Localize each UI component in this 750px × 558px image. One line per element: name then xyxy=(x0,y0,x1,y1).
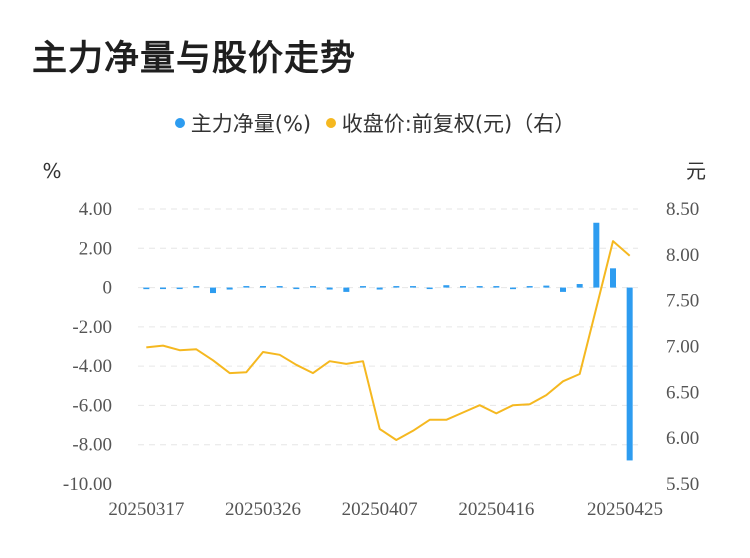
bar xyxy=(476,286,483,288)
left-tick-label: -8.00 xyxy=(72,435,112,456)
left-axis: 4.00 2.00 0 -2.00 -4.00 -6.00 -8.00 -10.00 xyxy=(63,199,112,495)
x-tick-label: 20250407 xyxy=(342,499,418,520)
right-tick-label: 7.00 xyxy=(666,337,699,358)
bar xyxy=(143,287,150,290)
bar xyxy=(176,287,183,290)
left-axis-unit: % xyxy=(42,159,61,183)
bar xyxy=(510,287,516,290)
bar xyxy=(226,287,233,290)
left-tick-label: 0 xyxy=(103,278,113,299)
bar xyxy=(376,287,383,290)
bar xyxy=(610,268,616,288)
bar xyxy=(160,287,166,290)
bar xyxy=(310,286,316,288)
legend-label-main-net-volume: 主力净量(%) xyxy=(190,112,312,136)
bar xyxy=(293,287,300,290)
legend-dot-bar-series xyxy=(174,118,185,128)
left-tick-label: -6.00 xyxy=(72,395,112,416)
x-tick-label: 20250416 xyxy=(458,499,534,520)
x-axis: 20250317 20250326 20250407 20250416 20250425 xyxy=(108,499,663,520)
bar xyxy=(393,286,400,288)
chart-title: 主力净量与股价走势 xyxy=(32,39,357,79)
bar xyxy=(560,287,566,292)
right-axis: 8.50 8.00 7.50 7.00 6.50 6.00 5.50 xyxy=(666,199,699,495)
chart-legend: 主力净量(%) 收盘价:前复权(元)（右） xyxy=(0,108,750,138)
bar xyxy=(243,286,250,288)
right-tick-label: 7.50 xyxy=(666,291,699,312)
bar xyxy=(360,286,366,288)
bar xyxy=(626,287,633,461)
left-tick-label: 2.00 xyxy=(79,238,112,259)
bar xyxy=(260,286,266,288)
x-tick-label: 20250317 xyxy=(108,499,184,520)
grid-lines xyxy=(138,208,638,446)
x-tick-label: 20250425 xyxy=(587,499,663,520)
left-tick-label: 4.00 xyxy=(79,199,112,220)
x-tick-label: 20250326 xyxy=(225,499,301,520)
bar xyxy=(526,286,533,288)
bar xyxy=(210,287,216,294)
bar xyxy=(460,286,466,288)
bar xyxy=(276,286,283,288)
legend-item-close-price[interactable]: 收盘价:前复权(元)（右） xyxy=(325,108,576,138)
line-series-close-price xyxy=(146,240,631,441)
bar xyxy=(343,287,350,292)
legend-dot-line-series xyxy=(325,118,336,128)
bar xyxy=(193,286,200,288)
legend-item-main-net-volume[interactable]: 主力净量(%) xyxy=(174,108,312,138)
bar xyxy=(576,284,583,288)
bar xyxy=(593,222,600,288)
bar xyxy=(443,285,450,288)
left-tick-label: -2.00 xyxy=(72,317,112,338)
bar-series-main-net-volume xyxy=(143,222,633,461)
right-axis-unit: 元 xyxy=(686,159,706,183)
bar xyxy=(410,286,416,288)
bar xyxy=(543,285,550,288)
right-tick-label: 8.50 xyxy=(666,199,699,220)
left-tick-label: -4.00 xyxy=(72,356,112,377)
right-tick-label: 6.50 xyxy=(666,382,699,403)
left-tick-label: -10.00 xyxy=(63,474,112,495)
bar xyxy=(426,287,433,290)
bar xyxy=(326,287,333,290)
legend-label-close-price: 收盘价:前复权(元)（右） xyxy=(341,112,576,136)
bar xyxy=(493,286,500,288)
right-tick-label: 6.00 xyxy=(666,428,699,449)
right-tick-label: 8.00 xyxy=(666,245,699,266)
right-tick-label: 5.50 xyxy=(666,474,699,495)
price-line xyxy=(146,240,631,441)
